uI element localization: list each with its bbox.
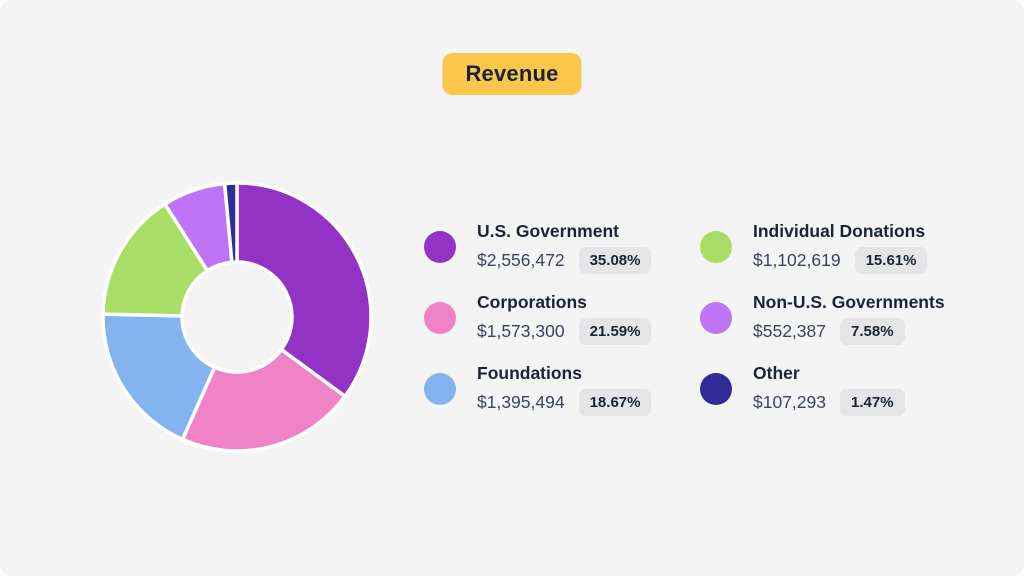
legend-label: U.S. Government [477, 220, 619, 241]
legend-percent-badge: 15.61% [854, 246, 928, 274]
legend-percent-badge: 21.59% [578, 317, 652, 345]
legend-label: Corporations [477, 291, 587, 312]
revenue-donut-chart [101, 181, 373, 453]
legend-item-individual-donations: Individual Donations $1,102,619 15.61% [700, 220, 928, 274]
legend-label: Foundations [477, 362, 582, 383]
legend-swatch-individual-donations [700, 231, 732, 263]
legend-percent-badge: 7.58% [840, 317, 905, 345]
donut-slice-other [222, 181, 239, 264]
legend-item-us-government: U.S. Government $2,556,472 35.08% [424, 220, 652, 274]
legend-item-non-us-governments: Non-U.S. Governments $552,387 7.58% [700, 291, 945, 345]
legend-percent-badge: 35.08% [578, 246, 652, 274]
legend-label: Individual Donations [753, 220, 926, 241]
legend-amount: $1,395,494 [477, 391, 565, 412]
legend-swatch-corporations [424, 302, 456, 334]
legend-swatch-non-us-governments [700, 302, 732, 334]
legend-label: Non-U.S. Governments [753, 291, 945, 312]
legend-amount: $552,387 [753, 320, 826, 341]
legend-amount: $1,573,300 [477, 320, 565, 341]
legend-swatch-foundations [424, 373, 456, 405]
chart-title-badge: Revenue [442, 53, 582, 95]
legend-swatch-other [700, 373, 732, 405]
legend-percent-badge: 1.47% [840, 388, 905, 416]
donut-slice-corporations [180, 347, 347, 453]
legend-item-other: Other $107,293 1.47% [700, 362, 905, 416]
legend-amount: $2,556,472 [477, 249, 565, 270]
legend-amount: $107,293 [753, 391, 826, 412]
legend-label: Other [753, 362, 800, 383]
legend-item-corporations: Corporations $1,573,300 21.59% [424, 291, 652, 345]
donut-slice-u-s-government [235, 181, 373, 399]
donut-slice-foundations [101, 312, 217, 442]
legend-percent-badge: 18.67% [578, 388, 652, 416]
legend-item-foundations: Foundations $1,395,494 18.67% [424, 362, 652, 416]
legend-swatch-us-government [424, 231, 456, 263]
legend-amount: $1,102,619 [753, 249, 841, 270]
